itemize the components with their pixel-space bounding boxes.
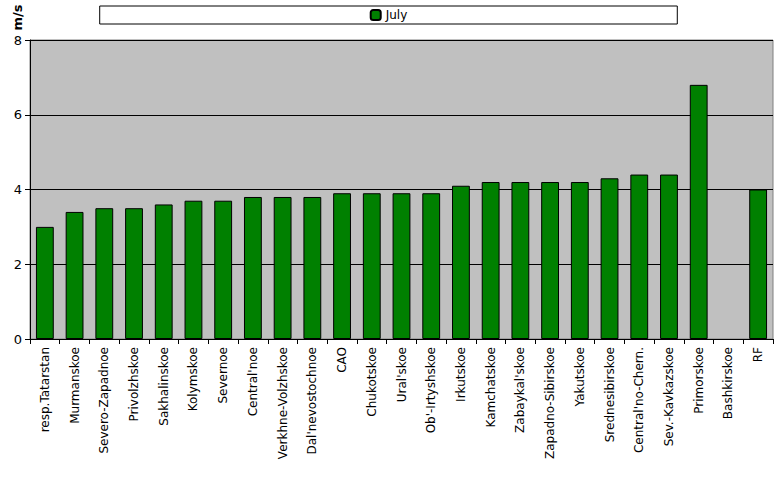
svg-text:Sakhalinskoe: Sakhalinskoe xyxy=(157,347,171,426)
svg-text:Primorskoe: Primorskoe xyxy=(692,347,706,414)
svg-text:Severo-Zapadnoe: Severo-Zapadnoe xyxy=(97,347,111,454)
svg-text:Murmanskoe: Murmanskoe xyxy=(68,347,82,424)
svg-text:Yakutskoe: Yakutskoe xyxy=(573,347,587,407)
svg-text:m/s: m/s xyxy=(10,4,25,30)
svg-text:Ob'-Irtyshskoe: Ob'-Irtyshskoe xyxy=(424,347,438,433)
svg-text:CAO: CAO xyxy=(335,347,349,373)
svg-text:2: 2 xyxy=(14,257,22,272)
svg-text:Srednesibirskoe: Srednesibirskoe xyxy=(603,347,617,442)
svg-text:July: July xyxy=(385,8,408,22)
svg-text:Bashkirskoe: Bashkirskoe xyxy=(721,347,735,419)
svg-text:Sev.-Kavkazskoe: Sev.-Kavkazskoe xyxy=(662,347,676,446)
svg-text:Severnoe: Severnoe xyxy=(216,347,230,404)
svg-text:Kolymskoe: Kolymskoe xyxy=(186,347,200,411)
svg-text:Central'no-Chern.: Central'no-Chern. xyxy=(632,347,646,453)
svg-text:Zapadno-Sibirskoe: Zapadno-Sibirskoe xyxy=(543,347,557,459)
svg-text:0: 0 xyxy=(14,332,22,347)
svg-text:resp.Tatarstan: resp.Tatarstan xyxy=(38,347,52,432)
svg-text:6: 6 xyxy=(14,107,22,122)
svg-text:RF: RF xyxy=(751,347,765,362)
svg-text:Dal'nevostochnoe: Dal'nevostochnoe xyxy=(305,347,319,455)
svg-text:Irkutskoe: Irkutskoe xyxy=(454,347,468,402)
svg-text:Chukotskoe: Chukotskoe xyxy=(365,347,379,417)
svg-text:Verkhne-Volzhskoe: Verkhne-Volzhskoe xyxy=(276,347,290,459)
svg-text:Privolzhskoe: Privolzhskoe xyxy=(127,347,141,421)
svg-text:8: 8 xyxy=(14,33,22,48)
svg-text:Zabaykal'skoe: Zabaykal'skoe xyxy=(513,347,527,433)
svg-text:Central'noe: Central'noe xyxy=(246,347,260,416)
svg-text:Ural'skoe: Ural'skoe xyxy=(395,347,409,402)
svg-text:Kamchatskoe: Kamchatskoe xyxy=(484,347,498,427)
svg-text:4: 4 xyxy=(14,182,22,197)
